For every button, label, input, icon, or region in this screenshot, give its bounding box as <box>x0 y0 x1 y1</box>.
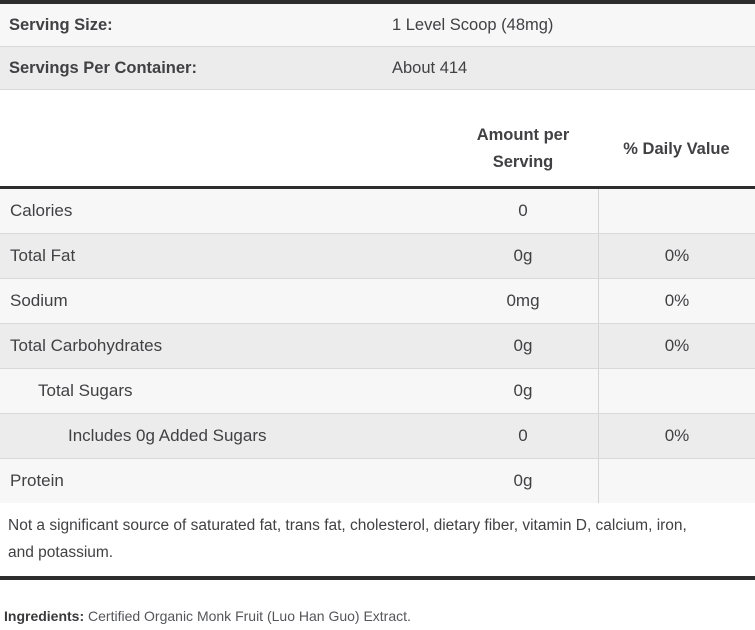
nutrition-column-header: Amount per Serving % Daily Value <box>0 90 755 189</box>
nutrient-label: Total Carbohydrates <box>10 336 163 355</box>
serving-size-label: Serving Size: <box>9 15 113 34</box>
nutrient-amount: 0g <box>513 381 533 400</box>
nutrient-daily-value <box>598 189 755 233</box>
nutrient-amount: 0mg <box>506 291 540 310</box>
table-row: Includes 0g Added Sugars 0 0% <box>0 413 755 458</box>
servings-per-container-row: Servings Per Container: About 414 <box>0 46 755 89</box>
nutrient-label: Protein <box>10 471 64 490</box>
footnote-text: Not a significant source of saturated fa… <box>8 517 687 561</box>
serving-size-value: 1 Level Scoop (48mg) <box>392 15 554 34</box>
table-row: Calories 0 <box>0 189 755 233</box>
table-row: Total Sugars 0g <box>0 368 755 413</box>
footnote-section: Not a significant source of saturated fa… <box>0 503 755 580</box>
nutrient-label: Total Fat <box>10 246 76 265</box>
nutrition-table-body: Calories 0 Total Fat 0g 0% Sodium 0mg 0%… <box>0 189 755 503</box>
servings-per-container-label: Servings Per Container: <box>9 58 197 77</box>
ingredients-line: Ingredients: Certified Organic Monk Frui… <box>0 608 755 624</box>
table-row: Sodium 0mg 0% <box>0 278 755 323</box>
nutrient-amount: 0g <box>513 471 533 490</box>
servings-per-container-value: About 414 <box>392 58 468 77</box>
nutrient-daily-value: 0% <box>598 414 755 458</box>
daily-value-header: % Daily Value <box>623 139 730 158</box>
ingredients-label: Ingredients: <box>4 608 85 624</box>
header-spacer <box>0 122 448 176</box>
nutrient-label: Includes 0g Added Sugars <box>68 426 267 445</box>
nutrient-daily-value: 0% <box>598 234 755 278</box>
nutrient-daily-value: 0% <box>598 324 755 368</box>
nutrient-daily-value <box>598 369 755 413</box>
nutrient-amount: 0g <box>513 246 533 265</box>
nutrient-daily-value: 0% <box>598 279 755 323</box>
table-row: Total Carbohydrates 0g 0% <box>0 323 755 368</box>
serving-info-block: Serving Size: 1 Level Scoop (48mg) Servi… <box>0 0 755 90</box>
ingredients-text: Certified Organic Monk Fruit (Luo Han Gu… <box>88 608 411 624</box>
table-row: Total Fat 0g 0% <box>0 233 755 278</box>
nutrient-label: Sodium <box>10 291 68 310</box>
nutrient-label: Total Sugars <box>38 381 133 400</box>
serving-size-row: Serving Size: 1 Level Scoop (48mg) <box>0 4 755 46</box>
nutrient-amount: 0g <box>513 336 533 355</box>
table-row: Protein 0g <box>0 458 755 503</box>
nutrient-amount: 0 <box>518 201 528 220</box>
nutrient-amount: 0 <box>518 426 528 445</box>
amount-per-serving-header: Amount per Serving <box>476 126 570 171</box>
nutrient-daily-value <box>598 459 755 503</box>
nutrient-label: Calories <box>10 201 73 220</box>
